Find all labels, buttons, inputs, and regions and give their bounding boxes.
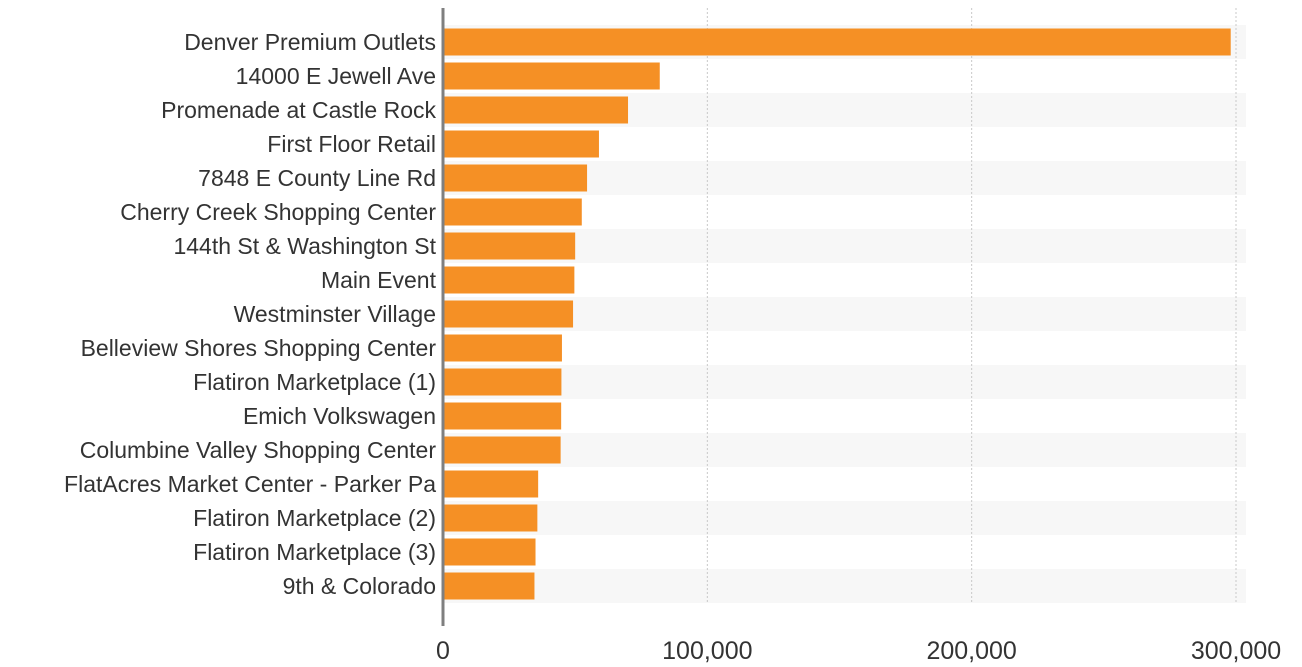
category-label: Flatiron Marketplace (1) [193, 369, 436, 395]
category-label: 144th St & Washington St [173, 233, 436, 259]
category-label: Denver Premium Outlets [184, 29, 436, 55]
category-label: Westminster Village [234, 301, 436, 327]
category-label: Columbine Valley Shopping Center [80, 437, 437, 463]
bar [443, 436, 561, 464]
x-tick-label: 200,000 [926, 637, 1016, 665]
gridlines [706, 8, 1237, 602]
row-band [443, 569, 1246, 603]
row-band [443, 365, 1246, 399]
bar [443, 334, 562, 362]
category-label: Cherry Creek Shopping Center [120, 199, 436, 225]
category-label: Belleview Shores Shopping Center [81, 335, 437, 361]
bar [443, 198, 582, 226]
row-band [443, 297, 1246, 331]
category-label: FlatAcres Market Center - Parker Pa [64, 471, 436, 497]
category-label: Promenade at Castle Rock [161, 97, 436, 123]
bar [443, 538, 536, 566]
category-label: 14000 E Jewell Ave [236, 63, 436, 89]
bar [443, 62, 660, 90]
bar [443, 470, 539, 498]
x-tick-label: 100,000 [662, 637, 752, 665]
bar [443, 266, 575, 294]
bar [443, 368, 562, 396]
bar [443, 130, 599, 158]
category-label: 9th & Colorado [283, 573, 436, 599]
category-label: Main Event [321, 267, 437, 293]
bar [443, 164, 588, 192]
bar [443, 504, 538, 532]
x-axis-tick-labels: 0 100,000 200,000 300,000 [436, 637, 1281, 665]
x-tick-label: 0 [436, 637, 450, 665]
x-tick-label: 300,000 [1191, 637, 1281, 665]
category-label: First Floor Retail [267, 131, 436, 157]
bar [443, 300, 574, 328]
category-label: Flatiron Marketplace (3) [193, 539, 436, 565]
bar [443, 572, 535, 600]
bar [443, 402, 562, 430]
bar [443, 28, 1231, 56]
row-band [443, 433, 1246, 467]
bar [443, 96, 629, 124]
category-label: Emich Volkswagen [243, 403, 436, 429]
row-band [443, 501, 1246, 535]
row-bands [443, 25, 1246, 603]
category-label: Flatiron Marketplace (2) [193, 505, 436, 531]
bars [443, 28, 1231, 600]
bar [443, 232, 576, 260]
category-label: 7848 E County Line Rd [198, 165, 436, 191]
row-band [443, 229, 1246, 263]
category-labels: Denver Premium Outlets 14000 E Jewell Ave… [64, 29, 437, 599]
